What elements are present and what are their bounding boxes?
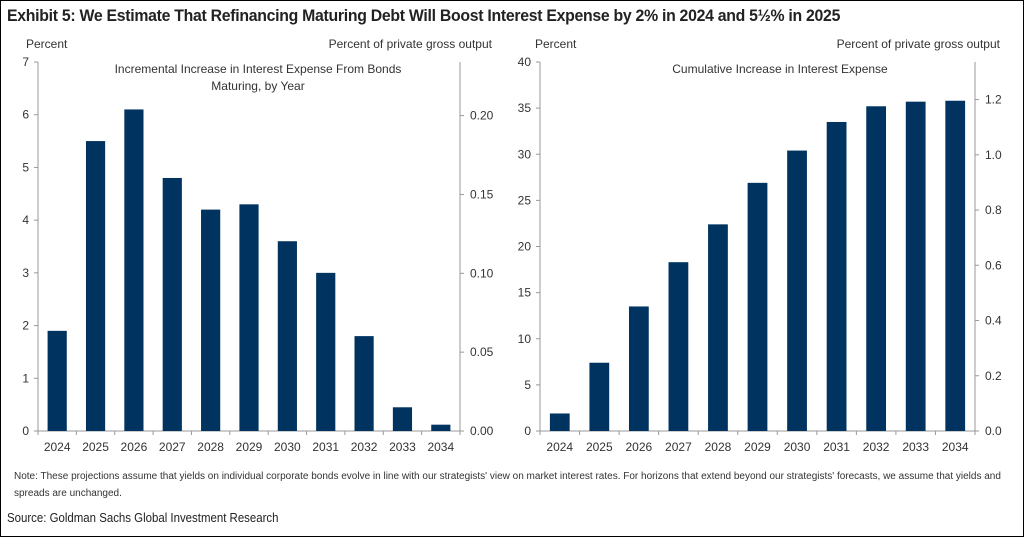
y-tick-label: 5 <box>22 160 29 174</box>
bar-2028 <box>201 209 221 431</box>
bar-2025 <box>589 362 610 431</box>
bar-2029 <box>239 204 259 431</box>
x-tick-label: 2029 <box>744 440 771 454</box>
y2-tick-label: 0.0 <box>985 424 1002 438</box>
x-tick-label: 2028 <box>705 440 732 454</box>
x-tick-label: 2026 <box>121 440 148 454</box>
bar-2029 <box>747 182 768 431</box>
y2-tick-label: 0.15 <box>470 187 494 201</box>
bar-2027 <box>162 177 182 431</box>
y-tick-label: 20 <box>518 240 532 254</box>
x-tick-label: 2032 <box>351 440 378 454</box>
x-tick-label: 2027 <box>665 440 692 454</box>
y2-tick-label: 0.05 <box>470 345 494 359</box>
bar-2026 <box>628 306 649 431</box>
y-tick-label: 35 <box>518 101 532 115</box>
y-tick-label: 40 <box>518 55 532 69</box>
x-tick-label: 2032 <box>863 440 890 454</box>
x-tick-label: 2029 <box>236 440 263 454</box>
y2-tick-label: 0.10 <box>470 266 494 280</box>
y-tick-label: 30 <box>518 147 532 161</box>
chart-title: Cumulative Increase in Interest Expense <box>672 62 888 76</box>
y-tick-label: 0 <box>524 424 531 438</box>
bar-2030 <box>277 241 297 431</box>
x-tick-label: 2025 <box>586 440 613 454</box>
chart-title: Maturing, by Year <box>211 79 304 93</box>
y2-tick-label: 0.2 <box>985 369 1002 383</box>
bar-2024 <box>549 413 570 431</box>
y2-tick-label: 0.00 <box>470 424 494 438</box>
bar-2033 <box>905 101 926 431</box>
y-axis-label: Percent <box>535 37 577 51</box>
x-tick-label: 2031 <box>823 440 850 454</box>
y2-tick-label: 1.0 <box>985 148 1002 162</box>
bar-2032 <box>354 336 374 431</box>
y-tick-label: 15 <box>518 286 532 300</box>
y-tick-label: 5 <box>524 378 531 392</box>
source-line: Source: Goldman Sachs Global Investment … <box>7 510 279 525</box>
y-tick-label: 1 <box>22 371 29 385</box>
bar-2034 <box>945 100 966 432</box>
bar-2026 <box>124 109 144 431</box>
footnote: Note: These projections assume that yiel… <box>14 471 1001 499</box>
y-tick-label: 10 <box>518 332 532 346</box>
x-tick-label: 2031 <box>312 440 339 454</box>
y2-tick-label: 0.4 <box>985 314 1002 328</box>
x-tick-label: 2034 <box>427 440 454 454</box>
bar-2031 <box>826 121 847 432</box>
x-tick-label: 2033 <box>389 440 416 454</box>
y2-axis-label: Percent of private gross output <box>837 37 1001 51</box>
x-tick-label: 2028 <box>197 440 224 454</box>
y-axis-label: Percent <box>26 37 68 51</box>
y2-tick-label: 0.8 <box>985 203 1002 217</box>
bar-2028 <box>708 224 728 431</box>
y2-tick-label: 0.20 <box>470 109 494 123</box>
bar-2027 <box>668 262 689 431</box>
bar-2024 <box>47 330 67 431</box>
x-tick-label: 2025 <box>82 440 109 454</box>
bar-2025 <box>85 141 106 432</box>
bar-2030 <box>787 150 807 431</box>
y-tick-label: 0 <box>22 424 29 438</box>
y2-axis-label: Percent of private gross output <box>329 37 493 51</box>
bar-2032 <box>866 106 887 431</box>
y2-tick-label: 0.6 <box>985 258 1002 272</box>
y2-tick-label: 1.2 <box>985 93 1002 107</box>
y-tick-label: 7 <box>22 55 29 69</box>
x-tick-label: 2024 <box>44 440 71 454</box>
y-tick-label: 25 <box>518 193 532 207</box>
chart-title: Incremental Increase in Interest Expense… <box>115 62 402 76</box>
x-tick-label: 2033 <box>902 440 929 454</box>
y-tick-label: 4 <box>22 213 29 227</box>
y-tick-label: 6 <box>22 108 29 122</box>
x-tick-label: 2027 <box>159 440 186 454</box>
x-tick-label: 2030 <box>784 440 811 454</box>
exhibit-title: Exhibit 5: We Estimate That Refinancing … <box>7 6 841 25</box>
x-tick-label: 2024 <box>546 440 573 454</box>
bar-2034 <box>431 424 451 431</box>
bar-2031 <box>316 272 336 431</box>
y-tick-label: 3 <box>22 266 29 280</box>
bar-2033 <box>392 407 413 431</box>
x-tick-label: 2026 <box>626 440 653 454</box>
y-tick-label: 2 <box>22 319 29 333</box>
x-tick-label: 2034 <box>942 440 969 454</box>
x-tick-label: 2030 <box>274 440 301 454</box>
